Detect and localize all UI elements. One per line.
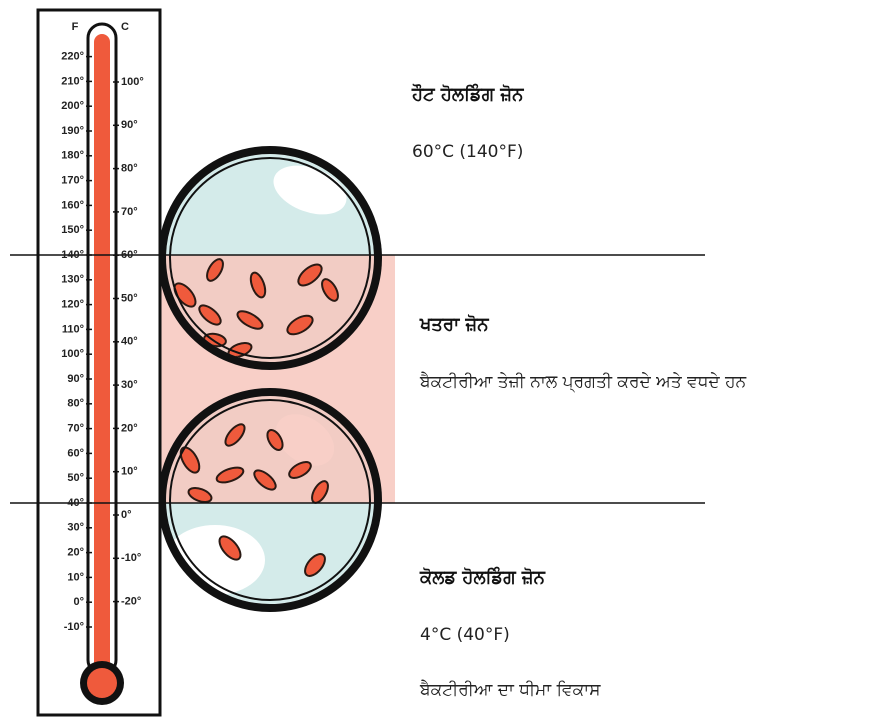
c-header: C [121, 21, 129, 33]
zone-title: ਹੌਟ ਹੋਲਡਿੰਗ ਜ਼ੋਨ [411, 83, 524, 105]
c-tick-label: 0° [121, 509, 132, 521]
f-tick-label: 70° [67, 423, 84, 435]
f-tick-label: 60° [67, 447, 84, 459]
f-tick-label: 200° [61, 100, 84, 112]
c-tick-label: -20° [121, 596, 141, 608]
f-tick-label: 210° [61, 75, 84, 87]
f-tick-label: 220° [61, 51, 84, 63]
c-tick-label: 20° [121, 422, 138, 434]
f-tick-label: 20° [67, 547, 84, 559]
thermometer: F C [36, 8, 162, 717]
c-tick-label: 100° [121, 76, 144, 88]
f-tick-label: 10° [67, 571, 84, 583]
f-tick-label: 140° [61, 249, 84, 261]
c-tick-label: 30° [121, 379, 138, 391]
f-tick-label: 180° [61, 150, 84, 162]
c-tick-label: 70° [121, 206, 138, 218]
c-tick-label: 10° [121, 466, 138, 478]
c-tick-label: 80° [121, 163, 138, 175]
c-tick-label: 60° [121, 249, 138, 261]
f-tick-label: 100° [61, 348, 84, 360]
f-tick-label: -10° [64, 621, 84, 633]
c-tick-label: 50° [121, 292, 138, 304]
zone-text: 4°C (40°F) [420, 625, 510, 645]
c-tick-label: 90° [121, 119, 138, 131]
zone-title: ਖਤਰਾ ਜ਼ੋਨ [419, 314, 489, 335]
f-tick-label: 160° [61, 199, 84, 211]
f-tick-label: 30° [67, 522, 84, 534]
c-tick-label: 40° [121, 336, 138, 348]
zone-title: ਕੋਲਡ ਹੋਲਡਿੰਗ ਜ਼ੋਨ [419, 566, 546, 588]
f-tick-label: 190° [61, 125, 84, 137]
f-tick-label: 90° [67, 373, 84, 385]
c-tick-label: -10° [121, 552, 141, 564]
zone-text: 60°C (140°F) [412, 142, 523, 162]
f-tick-label: 130° [61, 274, 84, 286]
f-tick-label: 170° [61, 175, 84, 187]
f-tick-label: 110° [62, 323, 84, 335]
zone-text: ਬੈਕਟੀਰੀਆ ਦਾ ਧੀਮਾ ਵਿਕਾਸ [419, 680, 601, 700]
f-tick-label: 80° [67, 398, 84, 410]
f-tick-label: 150° [61, 224, 84, 236]
f-tick-label: 50° [67, 472, 84, 484]
f-header: F [72, 21, 79, 33]
petri-dishes [145, 146, 395, 612]
zone-text: ਬੈਕਟੀਰੀਆ ਤੇਜ਼ੀ ਨਾਲ ਪ੍ਰਗਤੀ ਕਰਦੇ ਅਤੇ ਵਧਦੇ … [419, 372, 747, 393]
f-tick-label: 0° [73, 596, 84, 608]
f-tick-label: 120° [61, 299, 84, 311]
f-tick-label: 40° [67, 497, 84, 509]
